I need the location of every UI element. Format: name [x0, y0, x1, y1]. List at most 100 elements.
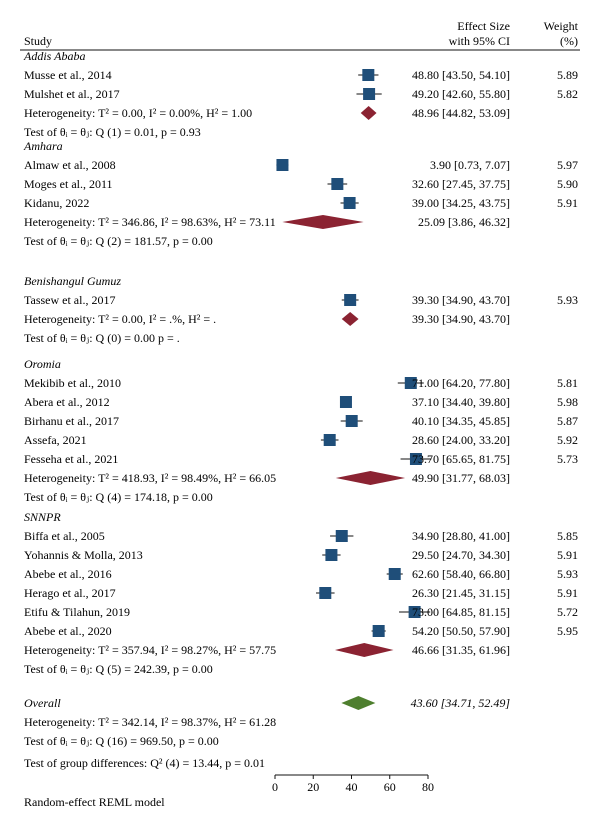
- overall-label: Overall: [24, 696, 61, 710]
- study-ci-label: 62.60 [58.40, 66.80]: [412, 567, 510, 581]
- study-label: Musse et al., 2014: [24, 68, 112, 82]
- subgroup-ci-label: 49.90 [31.77, 68.03]: [412, 471, 510, 485]
- x-tick-label: 0: [272, 780, 278, 794]
- group-name: Addis Ababa: [23, 49, 85, 63]
- study-ci-label: 49.20 [42.60, 55.80]: [412, 87, 510, 101]
- study-label: Yohannis & Molla, 2013: [24, 548, 143, 562]
- study-label: Birhanu et al., 2017: [24, 414, 119, 428]
- effect-square: [325, 549, 338, 561]
- heterogeneity-label: Heterogeneity: T² = 346.86, I² = 98.63%,…: [24, 215, 276, 229]
- study-header: Study: [24, 34, 52, 48]
- study-ci-label: 34.90 [28.80, 41.00]: [412, 529, 510, 543]
- study-weight-label: 5.89: [557, 68, 578, 82]
- study-label: Mekibib et al., 2010: [24, 376, 121, 390]
- study-ci-label: 39.30 [34.90, 43.70]: [412, 293, 510, 307]
- study-label: Etifu & Tilahun, 2019: [24, 605, 130, 619]
- effect-square: [388, 568, 401, 580]
- overall-diamond: [341, 696, 376, 710]
- x-tick-label: 80: [422, 780, 434, 794]
- study-weight-label: 5.87: [557, 414, 578, 428]
- effect-square: [345, 415, 358, 427]
- heterogeneity-label: Heterogeneity: T² = 357.94, I² = 98.27%,…: [24, 643, 276, 657]
- effect-size-header-line2: with 95% CI: [449, 34, 510, 48]
- forest-rows: Addis Ababa Musse et al., 2014 48.80 [43.5…: [23, 49, 578, 770]
- subgroup-diamond: [360, 106, 377, 120]
- weight-header-line1: Weight: [544, 19, 579, 33]
- study-label: Mulshet et al., 2017: [24, 87, 120, 101]
- study-weight-label: 5.72: [557, 605, 578, 619]
- study-ci-label: 54.20 [50.50, 57.90]: [412, 624, 510, 638]
- study-weight-label: 5.93: [557, 567, 578, 581]
- study-ci-label: 28.60 [24.00, 33.20]: [412, 433, 510, 447]
- group-name: Amhara: [23, 139, 63, 153]
- x-tick-label: 60: [384, 780, 396, 794]
- study-weight-label: 5.91: [557, 196, 578, 210]
- study-weight-label: 5.85: [557, 529, 578, 543]
- effect-square: [362, 69, 375, 81]
- effect-square: [335, 530, 348, 542]
- group-test-label: Test of θᵢ = θⱼ: Q (2) = 181.57, p = 0.0…: [24, 234, 213, 248]
- effect-square: [409, 453, 422, 465]
- study-label: Almaw et al., 2008: [24, 158, 116, 172]
- effect-square: [372, 625, 385, 637]
- overall-ci-label: 43.60 [34.71, 52.49]: [411, 696, 511, 710]
- study-label: Biffa et al., 2005: [24, 529, 105, 543]
- study-weight-label: 5.90: [557, 177, 578, 191]
- study-label: Abebe et al., 2016: [24, 567, 112, 581]
- study-weight-label: 5.91: [557, 586, 578, 600]
- group-test-label: Test of θᵢ = θⱼ: Q (1) = 0.01, p = 0.93: [24, 125, 201, 139]
- study-ci-label: 73.70 [65.65, 81.75]: [412, 452, 510, 466]
- study-weight-label: 5.81: [557, 376, 578, 390]
- effect-square: [319, 587, 332, 599]
- study-ci-label: 71.00 [64.20, 77.80]: [412, 376, 510, 390]
- heterogeneity-label: Heterogeneity: T² = 0.00, I² = .%, H² = …: [24, 312, 216, 326]
- group-name: Benishangul Gumuz: [24, 274, 121, 288]
- subgroup-diamond: [282, 215, 364, 229]
- study-weight-label: 5.93: [557, 293, 578, 307]
- heterogeneity-label: Heterogeneity: T² = 418.93, I² = 98.49%,…: [24, 471, 276, 485]
- subgroup-diamond: [341, 312, 359, 326]
- study-weight-label: 5.92: [557, 433, 578, 447]
- effect-square: [404, 377, 417, 389]
- weight-header-line2: (%): [560, 34, 578, 48]
- effect-square: [276, 159, 289, 171]
- study-weight-label: 5.98: [557, 395, 578, 409]
- study-label: Abebe et al., 2020: [24, 624, 112, 638]
- study-weight-label: 5.97: [557, 158, 578, 172]
- study-weight-label: 5.73: [557, 452, 578, 466]
- study-ci-label: 48.80 [43.50, 54.10]: [412, 68, 510, 82]
- group-test-label: Test of θᵢ = θⱼ: Q (0) = 0.00 p = .: [24, 331, 180, 345]
- study-weight-label: 5.91: [557, 548, 578, 562]
- effect-square: [331, 178, 344, 190]
- study-ci-label: 37.10 [34.40, 39.80]: [412, 395, 510, 409]
- study-label: Tassew et al., 2017: [24, 293, 115, 307]
- x-tick-label: 40: [346, 780, 358, 794]
- subgroup-diamond: [334, 643, 394, 657]
- subgroup-ci-label: 48.96 [44.82, 53.09]: [412, 106, 510, 120]
- overall-test-label: Test of θᵢ = θⱼ: Q (16) = 969.50, p = 0.…: [24, 734, 219, 748]
- study-weight-label: 5.82: [557, 87, 578, 101]
- study-label: Fesseha et al., 2021: [24, 452, 118, 466]
- study-label: Assefa, 2021: [24, 433, 87, 447]
- effect-square: [323, 434, 336, 446]
- study-ci-label: 40.10 [34.35, 45.85]: [412, 414, 510, 428]
- effect-square: [344, 294, 357, 306]
- group-test-label: Test of θᵢ = θⱼ: Q (4) = 174.18, p = 0.0…: [24, 490, 213, 504]
- study-ci-label: 3.90 [0.73, 7.07]: [430, 158, 510, 172]
- effect-size-header-line1: Effect Size: [457, 19, 510, 33]
- group-differences-label: Test of group differences: Q² (4) = 13.4…: [24, 756, 265, 770]
- group-name: SNNPR: [24, 510, 61, 524]
- x-tick-label: 20: [307, 780, 319, 794]
- x-axis: 0 20 40 60 80: [272, 774, 434, 794]
- heterogeneity-label: Heterogeneity: T² = 0.00, I² = 0.00%, H²…: [24, 106, 252, 120]
- group-name: Oromia: [24, 357, 61, 371]
- subgroup-ci-label: 25.09 [3.86, 46.32]: [418, 215, 510, 229]
- overall-heterogeneity-label: Heterogeneity: T² = 342.14, I² = 98.37%,…: [24, 715, 276, 729]
- study-ci-label: 39.00 [34.25, 43.75]: [412, 196, 510, 210]
- effect-square: [343, 197, 356, 209]
- study-label: Moges et al., 2011: [24, 177, 113, 191]
- effect-square: [408, 606, 421, 618]
- group-test-label: Test of θᵢ = θⱼ: Q (5) = 242.39, p = 0.0…: [24, 662, 213, 676]
- study-label: Kidanu, 2022: [24, 196, 89, 210]
